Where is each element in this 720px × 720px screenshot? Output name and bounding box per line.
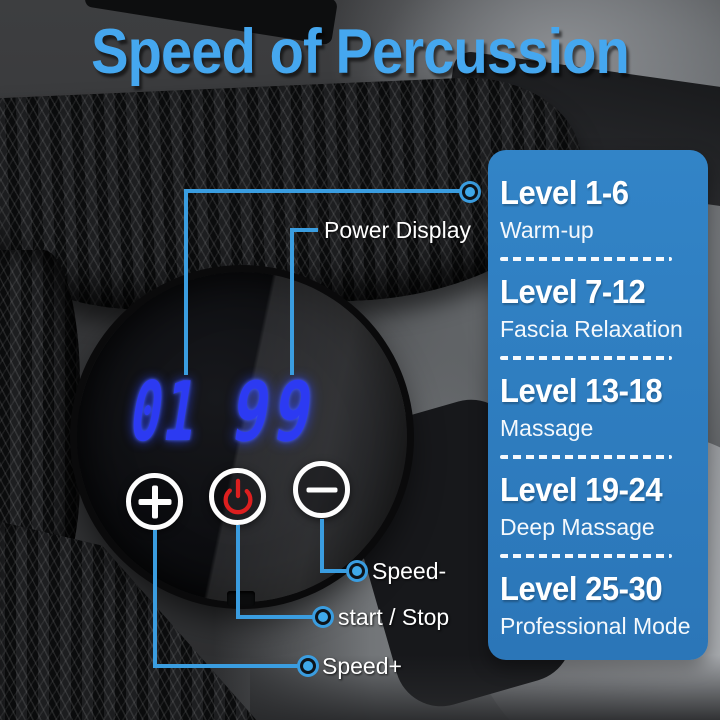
speed-plus-button[interactable] [126, 473, 183, 530]
dashed-divider [500, 454, 672, 459]
power-callout-line-h [290, 228, 318, 232]
speed-level-readout: 01 [124, 365, 207, 460]
page-title: Speed of Percussion [91, 17, 630, 87]
level-mode: Professional Mode [500, 613, 691, 639]
power-callout-line-v [290, 228, 294, 375]
speed-minus-label: Speed- [372, 558, 447, 584]
level-callout-dot [465, 187, 475, 197]
level-item: Level 19-24 Deep Massage [500, 471, 696, 541]
level-mode: Warm-up [500, 217, 594, 243]
level-range: Level 1-6 [500, 174, 629, 211]
level-range: Level 13-18 [500, 372, 663, 409]
level-item: Level 1-6 Warm-up [500, 174, 696, 244]
dashed-divider [500, 355, 672, 360]
dashed-divider [500, 553, 672, 558]
speed-plus-callout-dot [303, 661, 313, 671]
start-stop-callout-line-v [236, 525, 240, 619]
speed-plus-callout-line-h [153, 664, 301, 668]
speed-minus-button[interactable] [293, 461, 350, 518]
display-notch [227, 591, 255, 606]
speed-plus-label: Speed+ [322, 653, 402, 679]
speed-minus-callout-dot [352, 566, 362, 576]
level-item: Level 13-18 Massage [500, 372, 696, 442]
minus-icon [306, 487, 337, 492]
massage-gun-side [0, 250, 80, 580]
level-mode: Massage [500, 415, 594, 441]
power-display-label: Power Display [324, 217, 471, 243]
power-readout: 99 [226, 365, 325, 460]
level-item: Level 25-30 Professional Mode [500, 570, 696, 640]
level-callout-line-v [184, 189, 188, 375]
level-range: Level 19-24 [500, 471, 663, 508]
power-icon [223, 478, 252, 514]
start-stop-callout-line-h [236, 615, 316, 619]
start-stop-label: start / Stop [338, 604, 450, 630]
photo-shadow [250, 655, 720, 720]
plus-icon [151, 485, 158, 518]
display-glare [77, 272, 407, 602]
levels-panel: Level 1-6 Warm-up Level 7-12 Fascia Rela… [488, 150, 708, 660]
speed-minus-callout-line-v [320, 519, 324, 573]
start-stop-callout-dot [318, 612, 328, 622]
level-range: Level 7-12 [500, 273, 646, 310]
dashed-divider [500, 256, 672, 261]
level-range: Level 25-30 [500, 570, 663, 607]
level-item: Level 7-12 Fascia Relaxation [500, 273, 696, 343]
device-display [77, 272, 407, 602]
level-mode: Deep Massage [500, 514, 655, 540]
speed-plus-callout-line-v [153, 530, 157, 668]
level-mode: Fascia Relaxation [500, 316, 683, 342]
level-callout-line-h [184, 189, 464, 193]
speed-minus-callout-line-h [320, 569, 350, 573]
power-button[interactable] [209, 468, 266, 525]
